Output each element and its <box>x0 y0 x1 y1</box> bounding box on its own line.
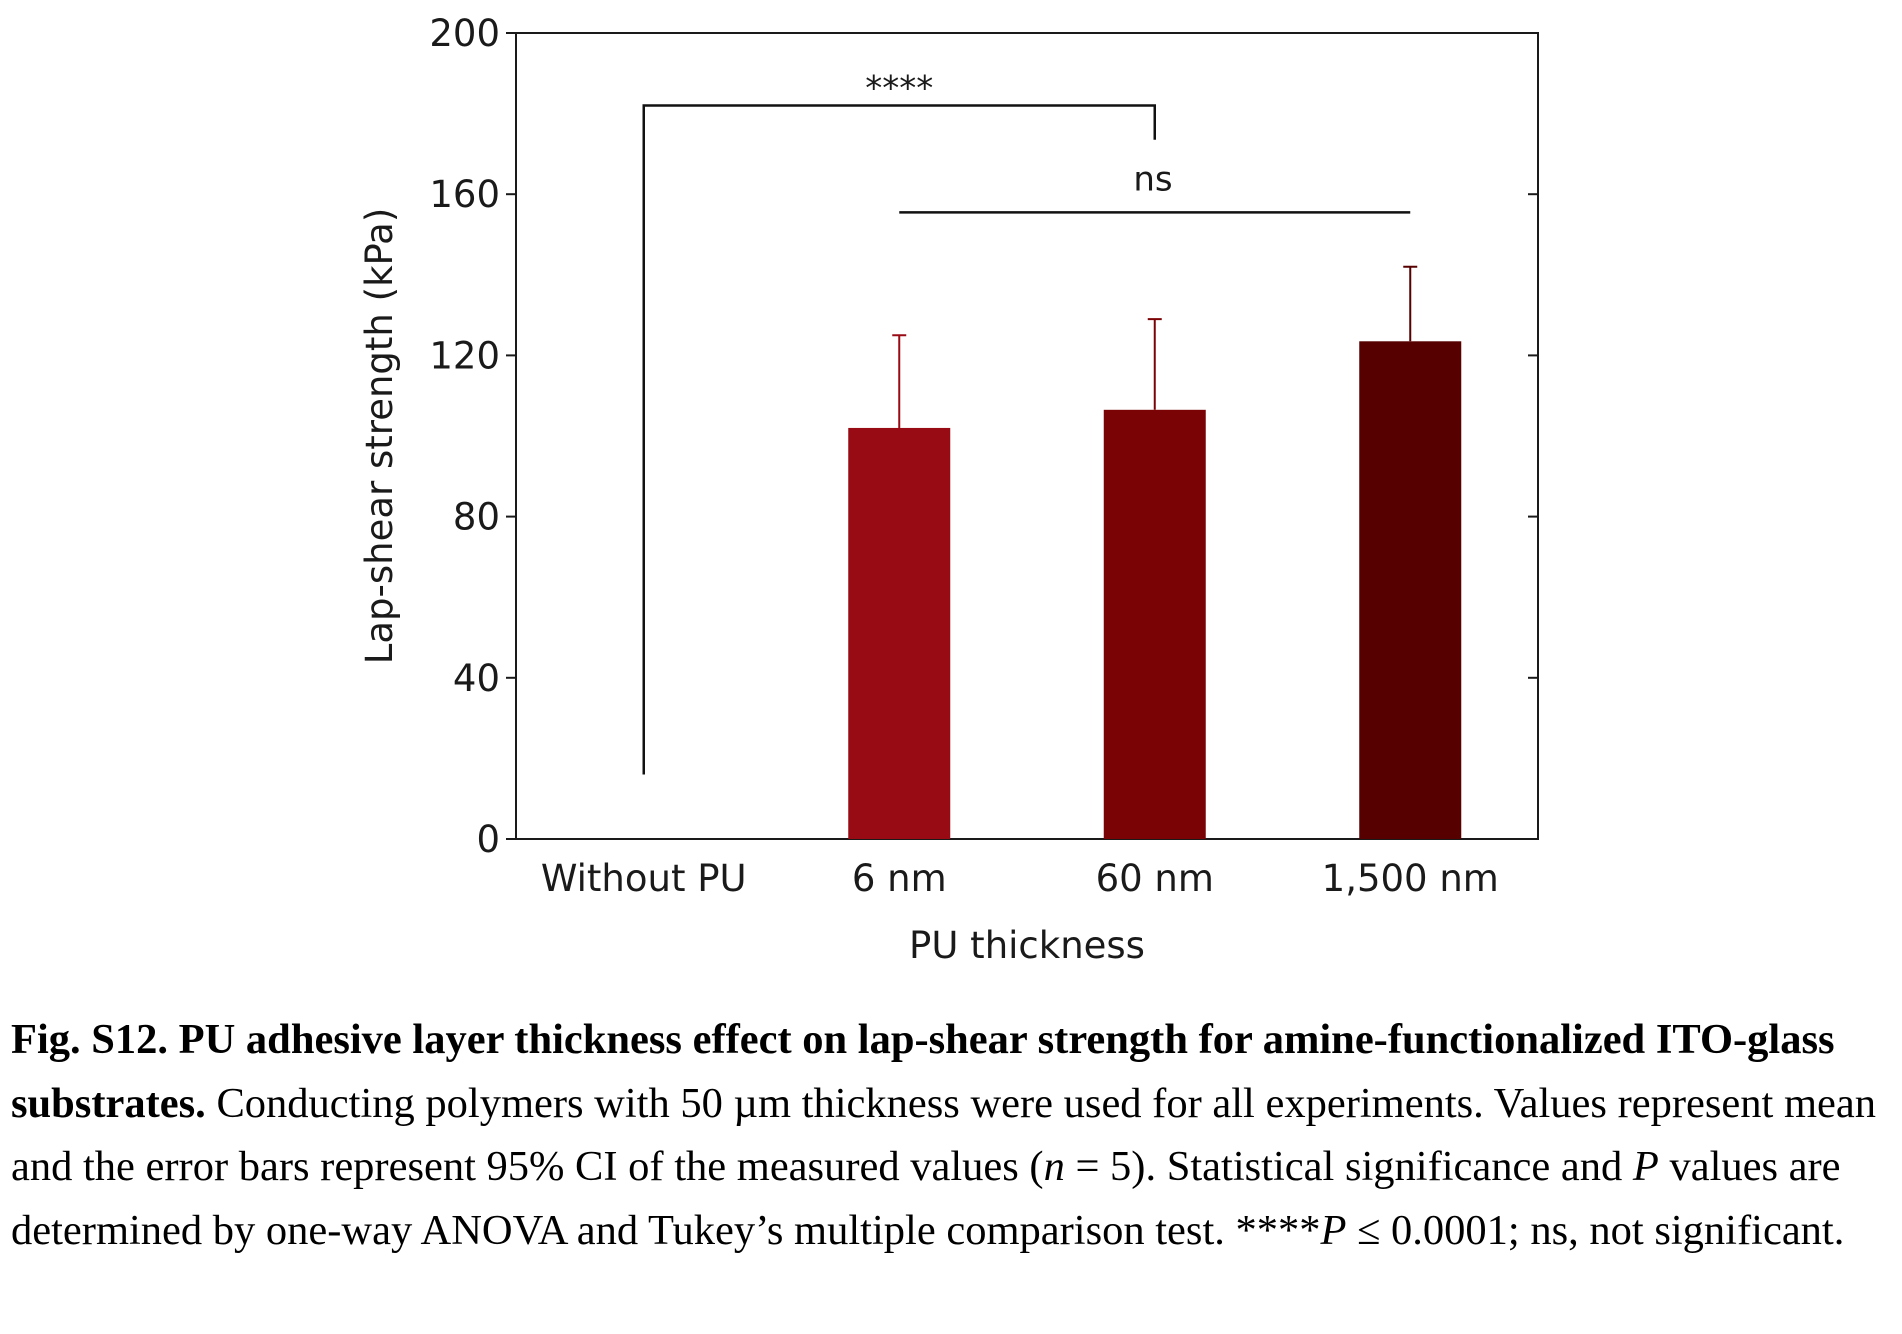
significance-label: **** <box>865 69 933 109</box>
caption-lead: Fig. S12. PU adhesive layer thickness ef… <box>11 1016 1835 1127</box>
x-tick-label: 1,500 nm <box>1322 857 1499 900</box>
x-axis-title: PU thickness <box>909 924 1145 967</box>
bar-chart: 0 40 80 120 160 200 Without PU 6 nm 60 nm 1,500 … <box>358 12 1539 967</box>
x-tick-label: 60 nm <box>1096 857 1214 900</box>
caption-p-symbol: P <box>1320 1206 1347 1254</box>
bar <box>1359 341 1462 839</box>
bars <box>848 341 1462 839</box>
significance-label: ns <box>1133 159 1172 199</box>
y-tick-label: 80 <box>453 496 500 539</box>
caption-text-1: Conducting polymers with 50 µm thickness… <box>11 1079 1876 1191</box>
bar <box>1103 409 1206 839</box>
y-axis-ticks: 0 40 80 120 160 200 <box>429 12 1538 861</box>
caption-p-symbol: P <box>1632 1143 1659 1190</box>
x-axis-tick-labels: Without PU 6 nm 60 nm 1,500 nm <box>541 857 1499 900</box>
error-bars <box>892 265 1418 428</box>
y-tick-label: 200 <box>429 12 500 55</box>
caption-text-3: values are determined by one-way ANOVA a… <box>11 1143 1841 1254</box>
y-tick-label: 40 <box>453 657 500 700</box>
plot-frame <box>515 32 1539 840</box>
caption-text-2: = 5). Statistical significance and <box>1064 1143 1633 1190</box>
x-tick-label: Without PU <box>541 857 747 900</box>
caption-text-4: ≤ 0.0001; ns, not significant. <box>1346 1206 1845 1254</box>
significance-annotations: **** ns <box>642 69 1411 775</box>
x-tick-label: 6 nm <box>852 857 947 900</box>
y-axis-title: Lap-shear strength (kPa) <box>358 208 401 664</box>
y-tick-label: 160 <box>429 173 500 216</box>
significance-bracket <box>642 104 1156 775</box>
y-tick-label: 0 <box>476 818 500 861</box>
figure-caption: Fig. S12. PU adhesive layer thickness ef… <box>11 1008 1896 1262</box>
bar <box>848 427 951 839</box>
caption-n-symbol: n <box>1043 1143 1065 1190</box>
y-tick-label: 120 <box>429 334 500 377</box>
